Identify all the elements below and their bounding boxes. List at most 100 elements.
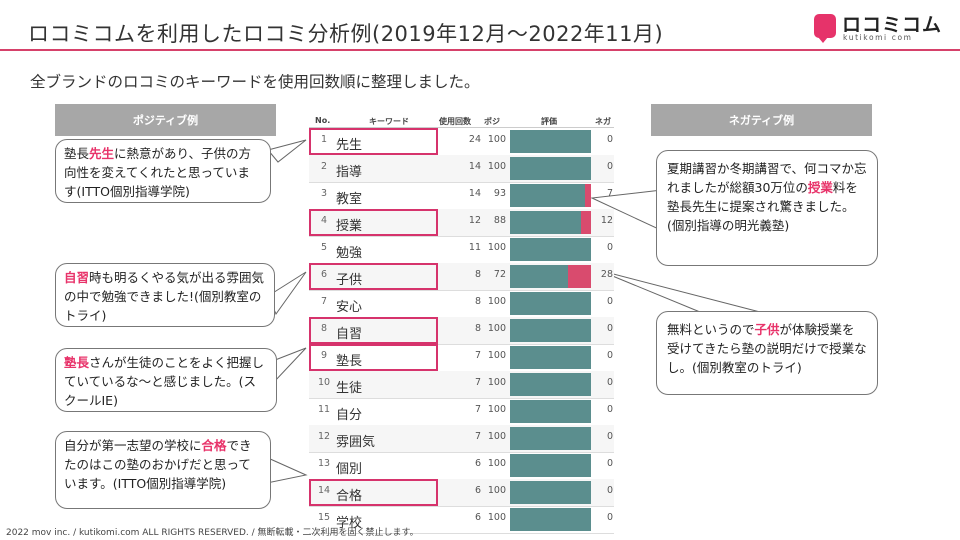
comment-keyword: 塾長 <box>64 355 90 370</box>
evaluation-bar <box>510 238 591 261</box>
row-positive-pct: 88 <box>493 215 506 226</box>
row-number: 6 <box>320 269 328 280</box>
col-header-keyword: キーワード <box>369 117 409 126</box>
evaluation-bar <box>510 319 591 342</box>
evaluation-bar <box>510 373 591 396</box>
table-row: 13 個別 6 100 0 <box>309 452 614 480</box>
page-title: ロコミコムを利用したロコミ分析例(2019年12月〜2022年11月) <box>28 22 664 46</box>
row-keyword: 雰囲気 <box>336 435 376 450</box>
table-row: 14 合格 6 100 0 <box>309 479 614 507</box>
row-keyword: 子供 <box>336 273 363 288</box>
keyword-highlight-box <box>309 479 438 506</box>
positive-comment-2: 自習時も明るくやる気が出る雰囲気の中で勉強できました!(個別教室のトライ) <box>55 263 275 327</box>
table-row: 3 教室 14 93 7 <box>309 182 614 210</box>
table-row: 4 授業 12 88 12 <box>309 209 614 237</box>
row-use-count: 24 <box>468 134 481 145</box>
comment-text: 料を塾長先生に提案され驚きました。(個別指導の明光義塾) <box>667 180 858 233</box>
row-keyword: 塾長 <box>336 354 363 369</box>
row-number: 3 <box>320 188 328 199</box>
evaluation-bar <box>510 292 591 315</box>
row-number: 10 <box>317 377 331 388</box>
keyword-highlight-box <box>309 263 438 290</box>
speech-bubble-icon <box>814 14 836 43</box>
comment-text: できたのはこの塾のおかげだと思っています。(ITTO個別指導学院) <box>64 438 252 491</box>
col-header-eval: 評価 <box>541 117 557 126</box>
evaluation-bar <box>510 508 591 531</box>
table-row: 6 子供 8 72 28 <box>309 263 614 291</box>
comment-text: 無料というので <box>667 322 755 337</box>
row-negative-pct: 0 <box>606 458 613 469</box>
row-number: 5 <box>320 242 328 253</box>
row-use-count: 14 <box>468 161 481 172</box>
logo-subtext: kutikomi com <box>843 33 913 42</box>
row-use-count: 12 <box>468 215 481 226</box>
col-header-neg: ネガ <box>595 117 611 126</box>
evaluation-bar-negative <box>581 211 591 234</box>
row-positive-pct: 100 <box>487 134 506 145</box>
table-row: 8 自習 8 100 0 <box>309 317 614 345</box>
positive-header: ポジティブ例 <box>55 104 276 136</box>
row-use-count: 7 <box>474 377 481 388</box>
row-use-count: 14 <box>468 188 481 199</box>
row-keyword: 安心 <box>336 300 363 315</box>
row-positive-pct: 100 <box>487 161 506 172</box>
row-number: 13 <box>317 458 331 469</box>
comment-keyword: 自習 <box>64 270 90 285</box>
row-negative-pct: 0 <box>606 377 613 388</box>
page-subtitle: 全ブランドのロコミのキーワードを使用回数順に整理しました。 <box>30 73 480 91</box>
row-number: 4 <box>320 215 328 226</box>
row-use-count: 7 <box>474 404 481 415</box>
row-number: 15 <box>317 512 331 523</box>
row-keyword: 自習 <box>336 327 363 342</box>
comment-text: さんが生徒のことをよく把握していているな〜と感じました。(スクールIE) <box>64 355 265 408</box>
row-positive-pct: 100 <box>487 350 506 361</box>
row-negative-pct: 0 <box>606 296 613 307</box>
row-positive-pct: 100 <box>487 431 506 442</box>
row-use-count: 6 <box>474 458 481 469</box>
row-keyword: 学校 <box>336 516 363 531</box>
evaluation-bar-negative <box>568 265 591 288</box>
connector-positive-1 <box>267 139 307 163</box>
row-positive-pct: 100 <box>487 458 506 469</box>
row-negative-pct: 7 <box>606 188 613 199</box>
row-positive-pct: 100 <box>487 512 506 523</box>
evaluation-bar <box>510 130 591 153</box>
table-row: 2 指導 14 100 0 <box>309 155 614 183</box>
row-negative-pct: 0 <box>606 161 613 172</box>
connector-negative-2 <box>597 269 761 313</box>
brand-logo: ロコミコム kutikomi com <box>814 12 941 44</box>
row-number: 2 <box>320 161 328 172</box>
positive-comment-3: 塾長さんが生徒のことをよく把握していているな〜と感じました。(スクールIE) <box>55 348 277 412</box>
row-use-count: 7 <box>474 350 481 361</box>
row-negative-pct: 12 <box>600 215 613 226</box>
row-keyword: 合格 <box>336 489 363 504</box>
keyword-highlight-box <box>309 128 438 155</box>
comment-text: 塾長 <box>64 146 90 161</box>
table-row: 15 学校 6 100 0 <box>309 506 614 534</box>
table-header: No. キーワード 使用回数 ポジ 評価 ネガ <box>309 113 614 128</box>
evaluation-bar <box>510 400 591 423</box>
row-positive-pct: 100 <box>487 296 506 307</box>
row-use-count: 8 <box>474 296 481 307</box>
evaluation-bar <box>510 481 591 504</box>
table-row: 12 雰囲気 7 100 0 <box>309 425 614 453</box>
row-negative-pct: 0 <box>606 404 613 415</box>
comment-text: が体験授業を受けてきたら塾の説明だけで授業なし。(個別教室のトライ) <box>667 322 867 375</box>
keyword-highlight-box <box>309 317 438 344</box>
evaluation-bar <box>510 184 591 207</box>
comment-keyword: 子供 <box>754 322 780 337</box>
row-use-count: 11 <box>468 242 481 253</box>
row-keyword: 先生 <box>336 138 363 153</box>
negative-comment-1: 夏期講習か冬期講習で、何コマか忘れましたが総額30万位の授業料を塾長先生に提案さ… <box>656 150 878 266</box>
row-use-count: 8 <box>474 269 481 280</box>
row-keyword: 生徒 <box>336 381 363 396</box>
row-keyword: 指導 <box>336 165 363 180</box>
title-divider <box>0 49 960 51</box>
positive-comment-4: 自分が第一志望の学校に合格できたのはこの塾のおかげだと思っています。(ITTO個… <box>55 431 271 509</box>
row-positive-pct: 100 <box>487 404 506 415</box>
row-positive-pct: 100 <box>487 485 506 496</box>
row-number: 9 <box>320 350 328 361</box>
evaluation-bar <box>510 265 591 288</box>
keyword-table: No. キーワード 使用回数 ポジ 評価 ネガ 1 先生 24 100 0 2 指導 14 10… <box>309 113 619 534</box>
comment-text: 自分が第一志望の学校に <box>64 438 202 453</box>
